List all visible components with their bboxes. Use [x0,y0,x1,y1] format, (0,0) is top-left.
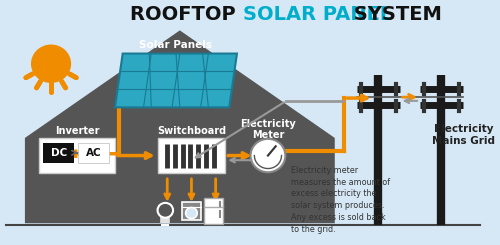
Circle shape [186,208,198,219]
Text: SYSTEM: SYSTEM [348,5,442,24]
Polygon shape [115,54,237,107]
Text: Electricity
Mains Grid: Electricity Mains Grid [432,124,495,146]
Text: ROOFTOP: ROOFTOP [130,5,243,24]
Text: Solar Panels: Solar Panels [140,40,212,50]
FancyBboxPatch shape [204,198,224,224]
Text: SOLAR PANEL: SOLAR PANEL [243,5,392,24]
Text: DC: DC [50,148,67,158]
Polygon shape [25,30,335,223]
FancyBboxPatch shape [158,138,226,173]
Text: AC: AC [86,148,102,158]
Text: Electricity meter
measures the amount of
excess electricity the
solar system pro: Electricity meter measures the amount of… [291,166,390,234]
FancyBboxPatch shape [44,143,74,163]
FancyBboxPatch shape [78,143,109,163]
FancyBboxPatch shape [40,138,115,173]
Text: Electricity
Meter: Electricity Meter [240,119,296,140]
Circle shape [32,45,70,82]
Text: Inverter: Inverter [55,126,100,136]
Text: Switchboard: Switchboard [157,126,226,136]
FancyBboxPatch shape [182,202,201,220]
Circle shape [250,139,286,172]
